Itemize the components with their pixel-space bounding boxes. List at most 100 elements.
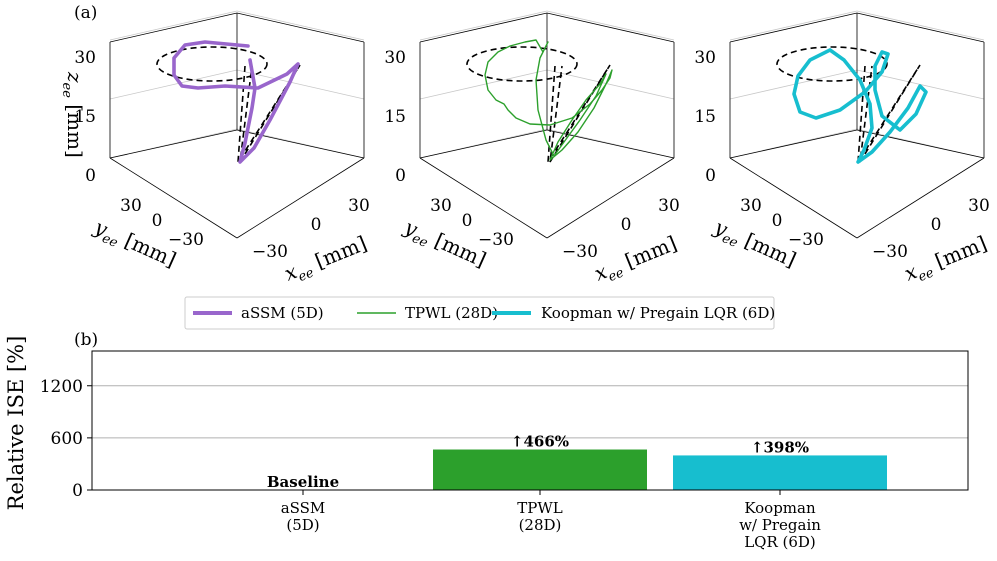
bar-y-ticks: 0 600 1200 (40, 377, 92, 501)
z-tick-label: 0 (85, 166, 96, 186)
y-tick-label: 0 (462, 211, 473, 231)
z-tick-label: 30 (384, 48, 406, 68)
category-label: w/ Pregain (739, 516, 821, 534)
box-edge (546, 157, 675, 239)
box-edge (236, 129, 365, 159)
box-edge (729, 157, 858, 239)
box-edge (546, 12, 675, 43)
gridline (729, 69, 858, 100)
bar-annotation: ↑466% (511, 433, 569, 451)
trajectory-line-assm (172, 40, 300, 164)
box-edge (419, 12, 548, 43)
x-tick-label: 30 (658, 196, 680, 216)
z-tick-label: 15 (694, 107, 716, 127)
reference-trajectory (156, 46, 301, 163)
gridline (236, 69, 365, 100)
category-label: TPWL (517, 499, 563, 517)
x-axis-label: xee [mm] (281, 231, 372, 289)
legend-frame (184, 296, 775, 330)
bar-plot-frame (91, 350, 969, 491)
gridline (856, 10, 985, 41)
y-tick-label: 0 (772, 211, 783, 231)
z-tick-label: 30 (694, 48, 716, 68)
y-axis-label: yee [mm] (708, 214, 799, 275)
gridline (419, 69, 548, 100)
box-edge (109, 12, 238, 43)
box-edge (856, 12, 985, 43)
box-edge (856, 157, 985, 239)
x-axis-label: xee [mm] (591, 231, 682, 289)
legend-label-tpwl: TPWL (28D) (405, 304, 498, 322)
x-axis-label: xee [mm] (901, 231, 992, 289)
box-edge (546, 129, 675, 159)
gridline (546, 10, 675, 41)
y-tick-label: −30 (788, 230, 824, 250)
x-tick-label: 30 (348, 196, 370, 216)
box-edge (729, 12, 858, 43)
gridline (236, 10, 365, 41)
reference-diagonal (857, 64, 921, 163)
reference-diagonal (547, 64, 611, 163)
category-label: aSSM (281, 499, 326, 517)
bar-gridlines (92, 385, 968, 439)
gridline (546, 69, 675, 100)
reference-trajectory (776, 46, 921, 163)
y-tick-label: −30 (478, 230, 514, 250)
gridline (419, 10, 548, 41)
x-tick-label: 0 (311, 215, 322, 235)
bar-y-axis-label: Relative ISE [%] (4, 336, 28, 511)
z-tick-label: 0 (395, 166, 406, 186)
trajectory-line-tpwl (484, 39, 613, 161)
y-tick-label: 30 (120, 196, 142, 216)
y-axis-label: yee [mm] (398, 214, 489, 275)
box-edge (729, 129, 858, 159)
y-tick-label: −30 (168, 230, 204, 250)
panel-box (419, 12, 675, 239)
box-edge (109, 157, 238, 239)
z-tick-label: 30 (74, 48, 96, 68)
z-axis-label: zee [mm] (59, 71, 87, 158)
z-tick-label: 15 (74, 107, 96, 127)
category-label: LQR (6D) (744, 533, 816, 551)
box-edge (856, 129, 985, 159)
category-label: (28D) (519, 516, 562, 534)
box-edge (236, 157, 365, 239)
box-edge (109, 129, 238, 159)
bar-annotation: Baseline (267, 473, 339, 491)
x-tick-label: −30 (562, 242, 598, 262)
y-tick-label: 0 (152, 211, 163, 231)
reference-ellipse (156, 46, 268, 82)
x-tick-label: 0 (931, 215, 942, 235)
reference-diagonal (237, 64, 301, 163)
z-tick-label: 15 (384, 107, 406, 127)
y-axis-label: yee [mm] (88, 214, 179, 275)
reference-ellipse (776, 46, 888, 82)
bar (433, 449, 647, 490)
y-tick-label: 1200 (40, 377, 83, 397)
panel-b-label: (b) (74, 330, 98, 350)
trajectory-line-koopman (792, 48, 928, 164)
panel-box (729, 12, 985, 239)
z-tick-label: 0 (705, 166, 716, 186)
bar-annotation: ↑398% (751, 438, 809, 456)
y-tick-label: 600 (51, 429, 83, 449)
x-tick-label: 0 (621, 215, 632, 235)
x-tick-label: 30 (968, 196, 990, 216)
reference-ellipse (466, 46, 578, 82)
category-label: Koopman (744, 499, 816, 517)
legend: aSSM (5D) TPWL (28D) Koopman w/ Pregain … (184, 296, 775, 330)
legend-label-assm: aSSM (5D) (241, 304, 324, 322)
gridline (109, 10, 238, 41)
reference-trajectory (466, 46, 611, 163)
x-tick-label: −30 (252, 242, 288, 262)
y-tick-label: 0 (72, 481, 83, 501)
bar-marks (433, 449, 887, 490)
bar (673, 455, 887, 490)
bar-chart: Relative ISE [%] 0 600 1200 aSSM(5D) TPWL(2… (4, 336, 969, 551)
